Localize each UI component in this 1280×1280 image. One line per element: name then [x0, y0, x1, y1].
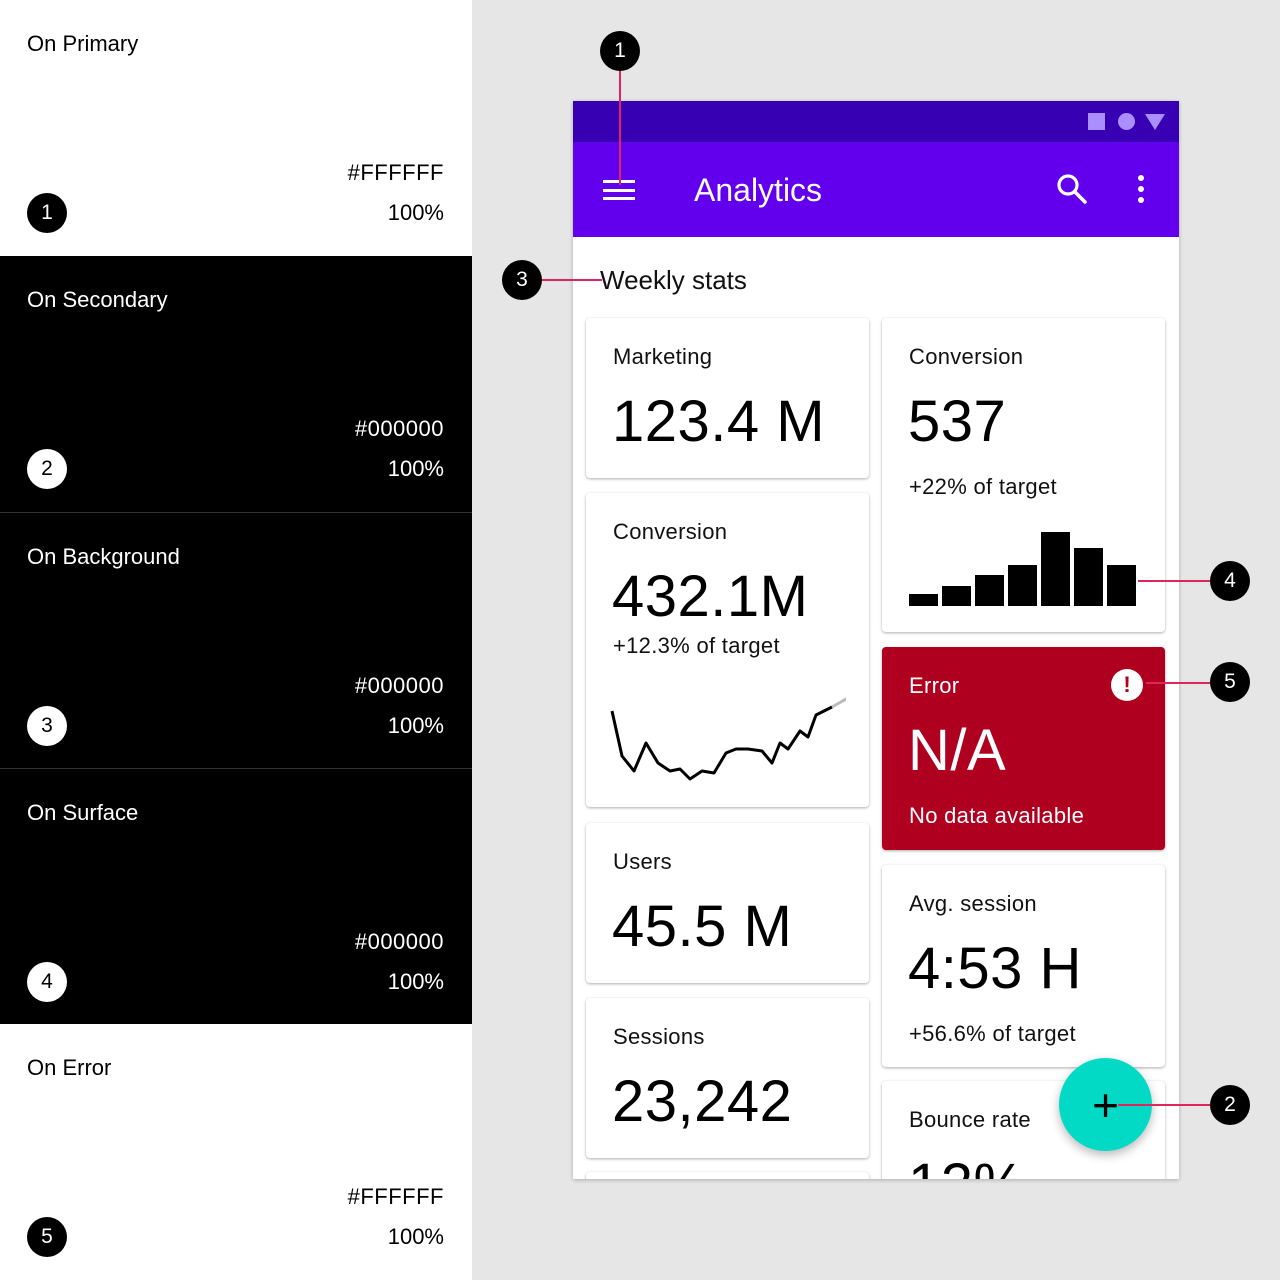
- callout-badge: 3: [502, 260, 542, 300]
- add-icon: +: [1092, 1078, 1119, 1131]
- bar: [1107, 565, 1136, 606]
- swatch-name: On Background: [27, 544, 180, 569]
- swatch-opacity: 100%: [387, 200, 444, 225]
- swatch-on-surface: On Surface #000000 100% 4: [0, 768, 472, 1024]
- swatch-name: On Primary: [27, 31, 139, 56]
- card-sub: +22% of target: [909, 474, 1057, 499]
- swatch-number: 4: [27, 962, 67, 1002]
- card-value: 537: [908, 389, 1007, 454]
- callout-badge: 5: [1210, 662, 1250, 702]
- card-value: 123.4 M: [612, 389, 826, 454]
- swatch-hex: #000000: [354, 929, 444, 954]
- card-value: N/A: [908, 718, 1007, 783]
- card-label: Avg. session: [909, 891, 1037, 916]
- card-value: 45.5 M: [612, 894, 793, 959]
- card-value: 12%: [908, 1151, 1026, 1179]
- card-label: Conversion: [613, 519, 728, 544]
- line-chart: [610, 697, 846, 781]
- swatch-hex: #FFFFFF: [347, 160, 444, 185]
- swatch-name: On Surface: [27, 800, 139, 825]
- bar: [975, 575, 1004, 606]
- card-conversion-bars[interactable]: Conversion 537 +22% of target: [882, 318, 1165, 632]
- triangle-icon: [1145, 114, 1165, 130]
- swatch-number: 2: [27, 449, 67, 489]
- card-avg-session[interactable]: Avg. session 4:53 H +56.6% of target: [882, 865, 1165, 1067]
- bar: [1008, 565, 1037, 606]
- swatch-number: 1: [27, 193, 67, 233]
- status-bar: [573, 101, 1179, 142]
- top-app-bar: Analytics: [573, 142, 1179, 237]
- card-partial[interactable]: [586, 1172, 869, 1179]
- color-swatch-list: On Primary #FFFFFF 100% 1 On Secondary #…: [0, 0, 472, 1280]
- card-label: Error: [909, 673, 960, 698]
- card-label: Conversion: [909, 344, 1024, 369]
- callout-leader-2: [1118, 1104, 1212, 1106]
- swatch-number: 5: [27, 1217, 67, 1257]
- bar-chart: [909, 532, 1136, 606]
- search-icon[interactable]: [1055, 172, 1089, 206]
- callout-badge: 2: [1210, 1085, 1250, 1125]
- bar: [909, 594, 938, 606]
- swatch-hex: #000000: [354, 416, 444, 441]
- bar: [1074, 548, 1103, 606]
- swatch-on-background: On Background #000000 100% 3: [0, 512, 472, 768]
- swatch-opacity: 100%: [387, 713, 444, 738]
- card-label: Sessions: [613, 1024, 705, 1049]
- card-value: 4:53 H: [908, 936, 1082, 1001]
- section-title: Weekly stats: [600, 265, 747, 295]
- callout-leader-3: [540, 279, 602, 281]
- swatch-on-secondary: On Secondary #000000 100% 2: [0, 256, 472, 512]
- bar: [942, 586, 971, 606]
- app-title: Analytics: [694, 172, 823, 208]
- swatch-opacity: 100%: [387, 1224, 444, 1249]
- card-label: Bounce rate: [909, 1107, 1031, 1132]
- swatch-opacity: 100%: [387, 456, 444, 481]
- square-icon: [1088, 113, 1105, 130]
- more-vert-icon[interactable]: [1136, 175, 1146, 205]
- card-users[interactable]: Users 45.5 M: [586, 823, 869, 983]
- swatch-on-primary: On Primary #FFFFFF 100% 1: [0, 0, 472, 256]
- callout-badge: 1: [600, 31, 640, 71]
- swatch-name: On Secondary: [27, 287, 168, 312]
- callout-leader-5: [1146, 682, 1212, 684]
- card-sub: +56.6% of target: [909, 1021, 1076, 1046]
- card-label: Marketing: [613, 344, 713, 369]
- phone-screen: Analytics Weekly stats Marketing 123.4 M…: [573, 101, 1179, 1179]
- card-sessions[interactable]: Sessions 23,242: [586, 998, 869, 1158]
- swatch-name: On Error: [27, 1055, 112, 1080]
- alert-icon: !: [1111, 669, 1143, 701]
- card-value: 432.1M: [612, 564, 809, 629]
- swatch-hex: #FFFFFF: [347, 1184, 444, 1209]
- card-sub: +12.3% of target: [613, 633, 780, 658]
- swatch-hex: #000000: [354, 673, 444, 698]
- callout-leader-1: [619, 70, 621, 185]
- bar: [1041, 532, 1070, 606]
- callout-leader-4: [1138, 580, 1212, 582]
- swatch-number: 3: [27, 706, 67, 746]
- card-value: 23,242: [612, 1069, 793, 1134]
- card-sub: No data available: [909, 803, 1085, 828]
- callout-badge: 4: [1210, 561, 1250, 601]
- circle-icon: [1118, 113, 1135, 130]
- swatch-opacity: 100%: [387, 969, 444, 994]
- swatch-on-error: On Error #FFFFFF 100% 5: [0, 1024, 472, 1280]
- card-error[interactable]: Error ! N/A No data available: [882, 647, 1165, 850]
- card-label: Users: [613, 849, 672, 874]
- card-marketing[interactable]: Marketing 123.4 M: [586, 318, 869, 478]
- card-conversion-line[interactable]: Conversion 432.1M +12.3% of target: [586, 493, 869, 807]
